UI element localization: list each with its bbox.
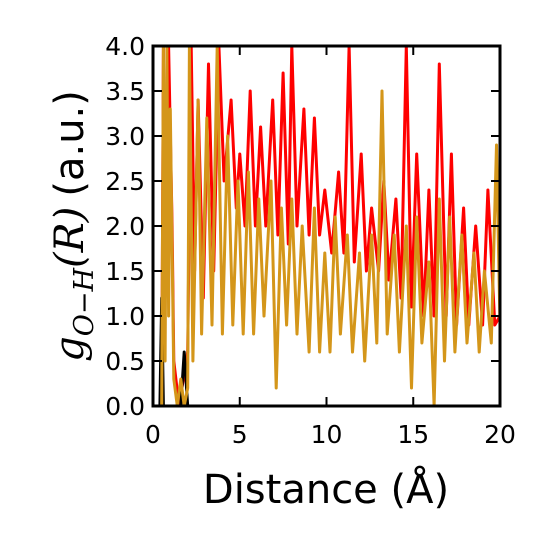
y-axis-label: gO−H(R) (a.u.) [47,90,100,362]
x-tick-label: 10 [311,420,343,449]
y-tick-label: 2.0 [105,212,145,241]
y-tick-label: 1.0 [105,302,145,331]
y-tick-label: 0.5 [105,347,145,376]
tick-layer: 0 5 10 15 20 0.0 0.5 1.0 1.5 2.0 2.5 3.0 3.5 4.0 [105,32,516,449]
y-axis-label-argument: (R) [47,207,93,268]
series-layer [158,46,500,406]
y-tick-label: 3.0 [105,122,145,151]
x-tick-label: 5 [232,420,248,449]
x-tick-label: 20 [484,420,516,449]
y-tick-label: 3.5 [105,77,145,106]
y-axis-label-subscript: O−H [69,268,100,337]
y-tick-label: 2.5 [105,167,145,196]
x-tick-label: 15 [397,420,429,449]
y-axis-label-symbol: g [47,336,93,362]
y-tick-label: 4.0 [105,32,145,61]
x-tick-label: 0 [145,420,161,449]
y-tick-label: 1.5 [105,257,145,286]
series-line-3 [160,46,500,406]
x-axis-label: Distance (Å) [203,465,449,513]
y-axis-label-units: (a.u.) [47,90,93,197]
y-tick-label: 0.0 [105,392,145,421]
